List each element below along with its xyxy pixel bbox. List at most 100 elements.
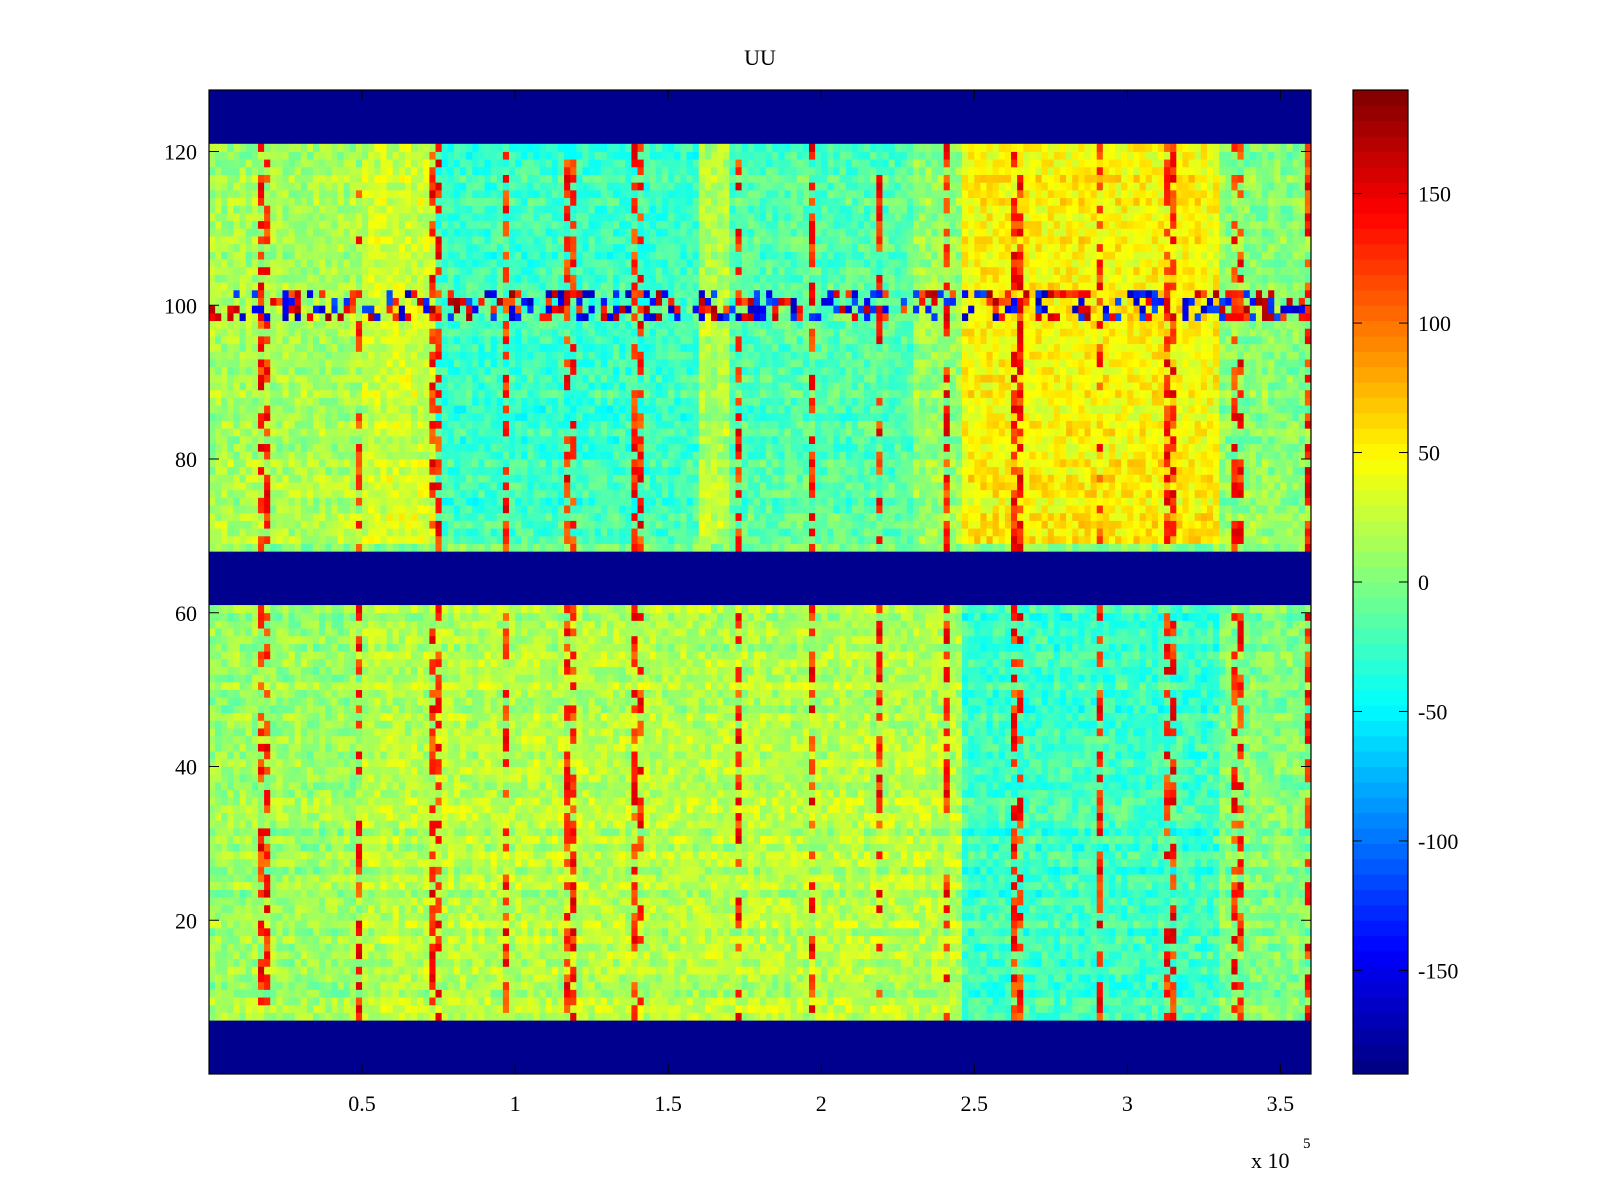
heatmap-cell <box>264 912 271 921</box>
heatmap-cell <box>668 858 675 867</box>
heatmap-cell <box>282 866 289 875</box>
heatmap-cell <box>600 966 608 975</box>
heatmap-cell <box>735 904 743 913</box>
heatmap-cell <box>974 874 981 883</box>
heatmap-cell <box>515 851 522 860</box>
heatmap-cell <box>564 858 571 867</box>
heatmap-cell <box>251 866 259 875</box>
heatmap-cell <box>557 1004 565 1013</box>
heatmap-cell <box>257 881 265 890</box>
heatmap-cell <box>1206 812 1214 821</box>
heatmap-cell <box>496 904 504 913</box>
heatmap-cell <box>233 904 241 913</box>
heatmap-cell <box>704 958 712 967</box>
heatmap-cell <box>496 981 504 990</box>
heatmap-cell <box>606 889 614 898</box>
heatmap-cell <box>1292 951 1300 960</box>
heatmap-cell <box>251 943 259 952</box>
heatmap-cell <box>1292 927 1300 937</box>
heatmap-cell <box>1200 989 1208 998</box>
heatmap-cell <box>864 820 871 829</box>
heatmap-cell <box>1249 874 1257 883</box>
heatmap-cell <box>1170 851 1177 860</box>
heatmap-cell <box>331 927 338 937</box>
heatmap-cell <box>723 912 730 921</box>
heatmap-cell <box>588 943 596 952</box>
heatmap-cell <box>564 997 571 1006</box>
heatmap-cell <box>435 835 443 844</box>
heatmap-cell <box>337 897 345 906</box>
heatmap-cell <box>1151 989 1159 998</box>
heatmap-cell <box>913 828 920 837</box>
heatmap-cell <box>919 843 926 852</box>
heatmap-cell <box>600 889 608 898</box>
heatmap-cell <box>1298 943 1306 952</box>
heatmap-cell <box>1096 920 1104 929</box>
heatmap-cell <box>496 812 504 821</box>
heatmap-cell <box>1011 958 1018 967</box>
heatmap-cell <box>288 989 296 998</box>
heatmap-cell <box>1078 820 1085 829</box>
heatmap-cell <box>209 820 216 829</box>
heatmap-cell <box>851 858 859 867</box>
heatmap-cell <box>662 958 669 967</box>
heatmap-cell <box>998 1004 1006 1013</box>
heatmap-cell <box>319 958 326 967</box>
heatmap-cell <box>815 858 822 867</box>
heatmap-cell <box>1023 958 1030 967</box>
heatmap-cell <box>1047 912 1055 921</box>
heatmap-cell <box>1066 927 1073 937</box>
heatmap-cell <box>557 881 565 890</box>
heatmap-cell <box>1262 904 1269 913</box>
heatmap-cell <box>692 866 700 875</box>
heatmap-cell <box>1145 820 1153 829</box>
heatmap-cell <box>355 1004 363 1013</box>
heatmap-cell <box>521 951 528 960</box>
heatmap-cell <box>637 889 645 898</box>
heatmap-cell <box>294 889 302 898</box>
heatmap-cell <box>784 997 792 1006</box>
heatmap-cell <box>1200 874 1208 883</box>
heatmap-cell <box>1213 935 1220 944</box>
heatmap-cell <box>343 858 351 867</box>
heatmap-cell <box>857 997 865 1006</box>
heatmap-cell <box>943 981 951 990</box>
heatmap-cell <box>747 858 755 867</box>
heatmap-cell <box>655 927 663 937</box>
heatmap-cell <box>1127 997 1134 1006</box>
heatmap-cell <box>539 943 547 952</box>
heatmap-cell <box>221 920 228 929</box>
heatmap-cell <box>753 843 761 852</box>
heatmap-cell <box>1274 943 1281 952</box>
heatmap-cell <box>668 1012 675 1021</box>
heatmap-cell <box>1188 881 1196 890</box>
heatmap-cell <box>1280 943 1287 952</box>
heatmap-cell <box>527 935 534 944</box>
heatmap-cell <box>955 935 963 944</box>
heatmap-cell <box>1059 851 1067 860</box>
heatmap-cell <box>1023 981 1030 990</box>
heatmap-cell <box>576 874 583 883</box>
heatmap-cell <box>655 951 663 960</box>
heatmap-cell <box>1139 889 1147 898</box>
heatmap-cell <box>1115 997 1122 1006</box>
heatmap-cell <box>245 904 253 913</box>
heatmap-cell <box>1274 897 1281 906</box>
heatmap-cell <box>1023 874 1030 883</box>
heatmap-cell <box>655 904 663 913</box>
heatmap-cell <box>496 804 504 814</box>
heatmap-cell <box>472 966 479 975</box>
heatmap-cell <box>349 858 357 867</box>
heatmap-cell <box>570 828 577 837</box>
heatmap-cell <box>447 966 455 975</box>
heatmap-cell <box>1274 935 1281 944</box>
heatmap-cell <box>827 989 834 998</box>
heatmap-cell <box>1023 989 1030 998</box>
heatmap-cell <box>986 958 994 967</box>
heatmap-cell <box>925 812 932 821</box>
heatmap-cell <box>1108 897 1116 906</box>
heatmap-cell <box>288 835 296 844</box>
heatmap-cell <box>1182 951 1189 960</box>
heatmap-cell <box>1139 974 1147 983</box>
heatmap-cell <box>472 851 479 860</box>
